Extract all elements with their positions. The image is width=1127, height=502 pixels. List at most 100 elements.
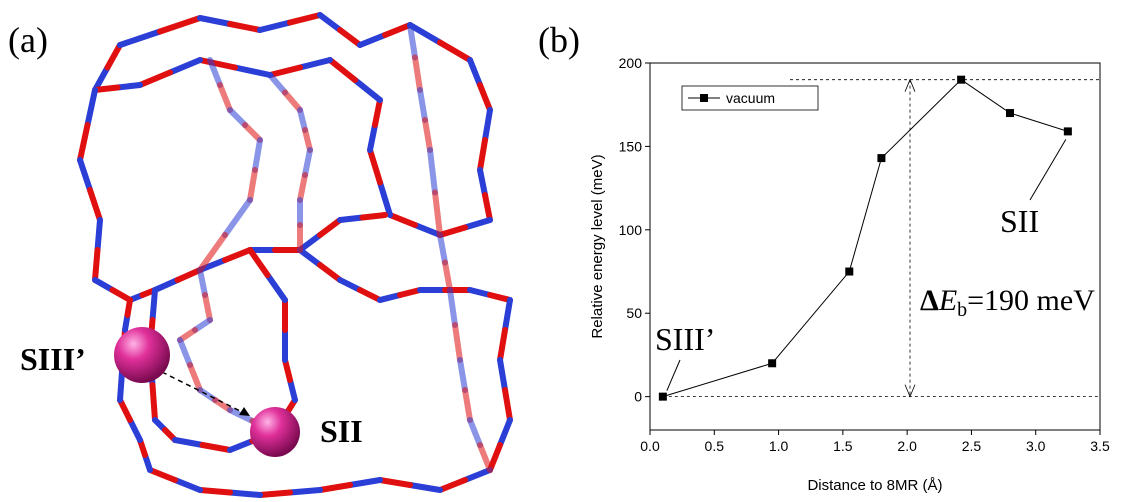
bond — [300, 110, 305, 130]
bond — [425, 120, 430, 150]
bond — [470, 290, 490, 295]
bond — [80, 160, 90, 190]
bond — [88, 90, 96, 125]
y-tick-label: 0 — [634, 389, 642, 405]
bond — [300, 250, 320, 265]
cation-sphere — [114, 327, 170, 383]
bond — [320, 15, 340, 30]
bond — [465, 390, 470, 420]
annotation-arrow — [667, 360, 680, 391]
bond — [305, 130, 310, 150]
bond — [285, 360, 290, 380]
bond — [175, 440, 203, 445]
bond — [250, 170, 255, 200]
bond — [250, 250, 268, 275]
bond — [500, 420, 510, 445]
bond — [370, 150, 380, 183]
x-tick-label: 3.5 — [1090, 438, 1110, 454]
bond — [375, 100, 380, 125]
point — [877, 154, 885, 162]
annotation-part: E — [938, 284, 957, 317]
bond — [400, 290, 420, 295]
point — [1006, 109, 1014, 117]
bond — [330, 60, 355, 80]
bond — [285, 93, 300, 111]
x-tick-label: 2.5 — [962, 438, 982, 454]
figure: (a) SIII’ SII (b) 0.00.51.01.52.02.53.03… — [0, 0, 1127, 502]
bond — [340, 280, 360, 290]
bond — [370, 125, 375, 150]
bond — [175, 480, 200, 490]
bond — [410, 485, 440, 490]
bond — [80, 125, 88, 160]
annotation-part: b — [957, 299, 967, 321]
bond — [440, 235, 445, 263]
bond — [300, 175, 305, 200]
bond — [440, 228, 465, 236]
bond — [485, 195, 490, 220]
bond — [460, 360, 465, 390]
annotation-part: Δ — [920, 284, 939, 317]
arrow-head — [239, 407, 250, 416]
legend-marker — [700, 94, 708, 102]
bond — [230, 441, 253, 450]
bond — [95, 250, 98, 280]
bond — [380, 480, 410, 485]
y-tick-label: 200 — [619, 55, 643, 71]
bond — [220, 85, 230, 110]
annotation-part: =190 meV — [967, 284, 1095, 317]
panel-label: (a) — [8, 20, 48, 60]
bond — [95, 88, 118, 91]
bond — [385, 25, 410, 35]
bond — [480, 170, 485, 195]
bond — [420, 90, 425, 120]
bond — [305, 150, 310, 175]
bond — [225, 200, 250, 235]
bond — [455, 325, 460, 360]
bond — [505, 300, 510, 330]
x-tick-label: 0.0 — [640, 438, 660, 454]
bond — [350, 480, 380, 485]
y-axis-label: Relative energy level (meV) — [589, 154, 606, 338]
bond — [155, 280, 178, 290]
bond — [380, 183, 390, 216]
bond — [98, 220, 101, 250]
bond — [290, 490, 320, 493]
bond — [160, 18, 200, 32]
bond — [505, 390, 510, 420]
bond — [230, 24, 260, 30]
bond — [415, 58, 420, 91]
bond — [225, 250, 250, 260]
x-tick-label: 1.0 — [769, 438, 789, 454]
point — [957, 76, 965, 84]
bond — [120, 32, 160, 46]
bond — [113, 290, 131, 300]
bond — [320, 485, 350, 490]
annotation-arrow — [1030, 139, 1066, 200]
bond — [268, 275, 286, 300]
point — [659, 393, 667, 401]
bond — [363, 215, 386, 218]
bond — [440, 43, 470, 61]
bond — [235, 68, 270, 76]
bond — [355, 80, 380, 100]
bond — [128, 300, 131, 315]
annotation: SIII’ — [655, 321, 715, 357]
bond — [340, 30, 360, 45]
point — [1064, 127, 1072, 135]
point — [845, 268, 853, 276]
cation-sphere — [250, 407, 300, 457]
bond — [445, 263, 450, 291]
bond — [290, 380, 295, 400]
bond — [108, 45, 121, 68]
bond — [95, 280, 113, 290]
bond — [120, 400, 130, 420]
y-tick-label: 150 — [619, 138, 643, 154]
bond — [480, 85, 490, 110]
bond — [230, 493, 260, 496]
site-label: SIII’ — [20, 341, 86, 377]
bond — [500, 360, 505, 390]
plot-frame — [650, 63, 1100, 430]
bond — [200, 270, 205, 295]
